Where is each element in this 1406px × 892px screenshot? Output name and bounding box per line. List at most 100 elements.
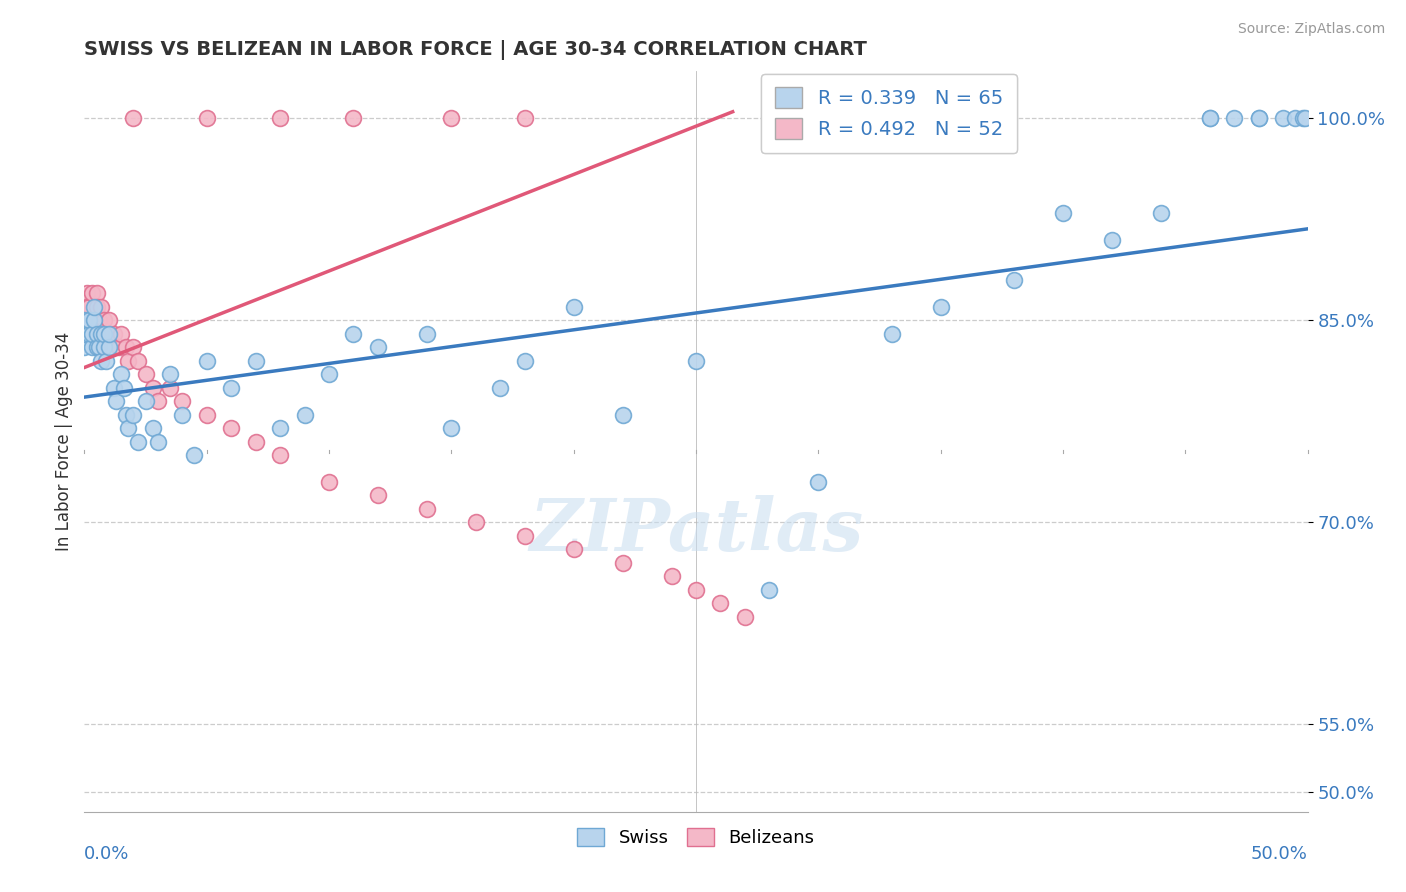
Point [146,434,169,449]
Point [1002,273,1025,287]
Point [142,381,165,395]
Point [97,326,120,341]
Point [142,421,165,435]
Point [73,340,96,354]
Point [73,313,96,327]
Point [416,326,439,341]
Text: SWISS VS BELIZEAN IN LABOR FORCE | AGE 30-34 CORRELATION CHART: SWISS VS BELIZEAN IN LABOR FORCE | AGE 3… [84,39,868,60]
Point [115,408,138,422]
Point [110,368,132,382]
Point [1272,112,1295,126]
Point [318,368,340,382]
Point [73,313,96,327]
Point [562,542,585,557]
Point [86,286,108,301]
Point [440,112,463,126]
Point [90,326,112,341]
Point [159,381,181,395]
Point [880,326,903,341]
Point [183,448,205,462]
Point [77,326,100,341]
Point [1101,233,1123,247]
Point [195,112,218,126]
Point [1052,205,1074,219]
Point [489,381,512,395]
Point [76,300,98,314]
Point [77,313,100,327]
Point [83,313,105,327]
Point [513,112,536,126]
Point [96,353,118,368]
Point [440,421,463,435]
Point [86,326,108,341]
Point [685,582,707,597]
Point [1247,112,1270,126]
Point [146,394,169,409]
Point [612,408,634,422]
Point [219,381,242,395]
Point [195,353,218,368]
Point [115,340,138,354]
Point [135,394,157,409]
Point [758,582,780,597]
Point [122,340,145,354]
Point [73,300,96,314]
Text: Source: ZipAtlas.com: Source: ZipAtlas.com [1237,22,1385,37]
Point [86,340,108,354]
Point [96,326,118,341]
Point [93,326,115,341]
Point [107,340,129,354]
Point [77,300,100,314]
Point [294,408,316,422]
Point [416,501,439,516]
Point [1198,112,1220,126]
Point [734,609,756,624]
Point [929,300,952,314]
Point [117,421,139,435]
Point [269,448,291,462]
Point [93,313,115,327]
Point [83,326,105,341]
Legend: R = 0.339   N = 65, R = 0.492   N = 52: R = 0.339 N = 65, R = 0.492 N = 52 [761,74,1017,153]
Point [93,340,115,354]
Point [159,368,181,382]
Point [269,112,291,126]
Point [127,434,149,449]
Point [807,475,830,489]
Point [80,286,103,301]
Point [1247,112,1270,126]
Point [73,326,96,341]
Point [122,408,145,422]
Point [103,381,125,395]
Point [1150,205,1173,219]
Point [1294,112,1316,126]
Point [97,313,120,327]
Point [195,408,218,422]
Point [135,368,157,382]
Point [86,300,108,314]
Point [73,326,96,341]
Point [245,434,267,449]
Point [103,326,125,341]
Point [87,340,110,354]
Point [342,112,364,126]
Point [172,394,194,409]
Point [1198,112,1220,126]
Point [73,313,96,327]
Point [269,421,291,435]
Y-axis label: In Labor Force | Age 30-34: In Labor Force | Age 30-34 [55,332,73,551]
Point [219,421,242,435]
Point [464,516,486,530]
Point [1284,112,1306,126]
Point [1292,112,1315,126]
Point [110,326,132,341]
Point [112,381,135,395]
Point [513,353,536,368]
Point [1223,112,1246,126]
Point [77,313,100,327]
Point [612,556,634,570]
Point [83,300,105,314]
Point [342,326,364,341]
Point [685,353,707,368]
Point [90,353,112,368]
